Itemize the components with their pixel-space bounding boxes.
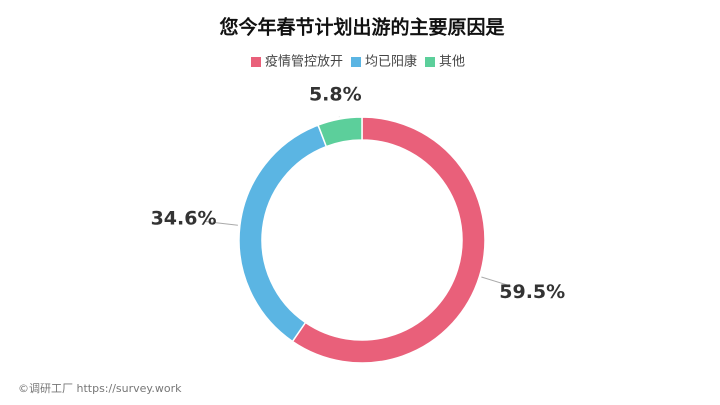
- donut-segment: [317, 116, 363, 148]
- data-label: 34.6%: [151, 207, 217, 229]
- donut-segment: [291, 116, 486, 364]
- footer: ©调研工厂 https://survey.work: [18, 382, 182, 395]
- leader-line: [481, 276, 512, 287]
- chart-title: 您今年春节计划出游的主要原因是: [219, 16, 504, 39]
- legend-swatch: [351, 57, 361, 67]
- legend-label: 其他: [439, 55, 465, 70]
- data-label: 5.8%: [309, 84, 362, 106]
- legend-swatch: [251, 57, 261, 67]
- leader-line: [205, 220, 238, 226]
- legend-label: 疫情管控放开: [265, 54, 343, 70]
- legend-label: 均已阳康: [365, 54, 417, 70]
- data-label: 59.5%: [499, 281, 565, 303]
- legend-swatch: [425, 57, 435, 67]
